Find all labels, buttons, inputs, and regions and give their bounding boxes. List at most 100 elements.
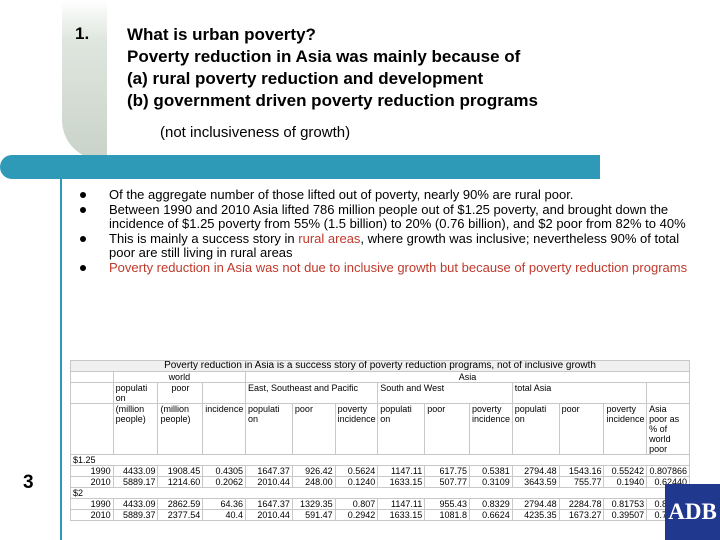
poverty-table: Poverty reduction in Asia is a success s… — [70, 360, 691, 521]
adb-logo: ADB — [665, 484, 720, 540]
bullet-list: Of the aggregate number of those lifted … — [75, 187, 695, 276]
table-cell: 0.6624 — [469, 509, 513, 521]
col-header: poor — [291, 403, 336, 455]
table-cell: 0.5381 — [469, 465, 513, 477]
table-cell: 1673.27 — [558, 509, 605, 521]
bullet-item: Of the aggregate number of those lifted … — [75, 187, 695, 203]
accent-vertical-line — [60, 178, 62, 540]
col-header: poor — [424, 403, 471, 455]
table-row: 2010 5889.37 2377.54 40.4 2010.44 591.47… — [70, 509, 690, 521]
table-cell: 617.75 — [424, 465, 471, 477]
subgroup-total: total Asia — [511, 382, 648, 404]
bullet-item: Poverty reduction in Asia was not due to… — [75, 259, 695, 276]
col-header: poverty incidence — [603, 403, 648, 455]
table-cell: 1147.11 — [377, 465, 426, 477]
table-cell: 1990 — [70, 465, 114, 477]
table-cell: 1214.60 — [157, 476, 204, 488]
table-cell: 0.8329 — [469, 498, 513, 510]
table-cell: 1990 — [70, 498, 114, 510]
col-header: poverty incidence — [469, 403, 513, 455]
col-header: incidence — [202, 403, 246, 455]
table-cell: 1647.37 — [244, 465, 293, 477]
heading-line: What is urban poverty? — [127, 25, 316, 44]
table-cell: 248.00 — [291, 476, 336, 488]
group-asia: Asia — [244, 371, 691, 383]
table-row: 1990 4433.09 2862.59 64.36 1647.37 1329.… — [70, 498, 690, 510]
table-cell: 1908.45 — [157, 465, 204, 477]
col-header: populati on — [377, 403, 426, 455]
subgroup-south: South and West — [377, 382, 513, 404]
table-cell: 2010 — [70, 509, 114, 521]
table-cell: 2284.78 — [558, 498, 605, 510]
table-cell: 1329.35 — [291, 498, 336, 510]
table-cell: 0.5624 — [334, 465, 379, 477]
table-cell: 507.77 — [424, 476, 471, 488]
table-cell: 0.2942 — [334, 509, 379, 521]
col-header: (million people) — [112, 403, 159, 455]
table-cell: 2010 — [70, 476, 114, 488]
table-title: Poverty reduction in Asia is a success s… — [70, 360, 690, 372]
page-number: 3 — [23, 472, 34, 493]
table-cell: 2010.44 — [244, 509, 293, 521]
table-cell: 2794.48 — [511, 465, 560, 477]
table-row: 1990 4433.09 1908.45 0.4305 1647.37 926.… — [70, 465, 690, 477]
bullet-text-pre: This is mainly a success story in — [109, 230, 299, 246]
table-cell: 1647.37 — [244, 498, 293, 510]
decorative-tab — [62, 0, 107, 160]
table-cell: 0.39507 — [603, 509, 648, 521]
table-cell: 1633.15 — [377, 509, 426, 521]
accent-bar — [0, 155, 600, 179]
table-cell: 64.36 — [202, 498, 246, 510]
row-group-label: $1.25 — [70, 454, 690, 466]
table-cell: 4235.35 — [511, 509, 560, 521]
bullet-text: Between 1990 and 2010 Asia lifted 786 mi… — [109, 201, 686, 231]
table-cell: 0.1240 — [334, 476, 379, 488]
table-cell: 591.47 — [291, 509, 336, 521]
col-header: poor — [157, 382, 204, 404]
bullet-text-post: , where growth was inclusive; neverthele… — [109, 230, 680, 260]
bullet-text: Of the aggregate number of those lifted … — [109, 187, 574, 202]
bullet-text-highlighted: Poverty reduction in Asia was not due to… — [109, 259, 688, 275]
table-cell: 2794.48 — [511, 498, 560, 510]
table-cell: 2377.54 — [157, 509, 204, 521]
subgroup-east: East, Southeast and Pacific — [244, 382, 379, 404]
col-header: populati on — [244, 403, 293, 455]
table-cell: 1543.16 — [558, 465, 605, 477]
col-header: populati on — [511, 403, 560, 455]
table-cell: 1081.8 — [424, 509, 471, 521]
table-cell: 0.1940 — [603, 476, 648, 488]
table-cell: 4433.09 — [112, 465, 159, 477]
table-row: 2010 5889.17 1214.60 0.2062 2010.44 248.… — [70, 476, 690, 488]
table-cell: 5889.17 — [112, 476, 159, 488]
col-header: poor — [558, 403, 605, 455]
table-cell: 755.77 — [558, 476, 605, 488]
bullet-item: Between 1990 and 2010 Asia lifted 786 mi… — [75, 201, 695, 232]
col-header: Asia poor as % of world poor — [646, 403, 690, 455]
table-cell: 926.42 — [291, 465, 336, 477]
heading-line: Poverty reduction in Asia was mainly bec… — [127, 47, 521, 66]
table-cell: 3643.59 — [511, 476, 560, 488]
slide-heading: What is urban poverty? Poverty reduction… — [127, 24, 538, 112]
table-cell: 2862.59 — [157, 498, 204, 510]
table-cell: 0.807866 — [646, 465, 690, 477]
group-world: world — [112, 371, 246, 383]
table-cell: 40.4 — [202, 509, 246, 521]
heading-line: (b) government driven poverty reduction … — [127, 91, 538, 110]
table-cell: 5889.37 — [112, 509, 159, 521]
table-cell: 2010.44 — [244, 476, 293, 488]
col-header: populati on — [112, 382, 159, 404]
slide-subtitle: (not inclusiveness of growth) — [160, 124, 351, 141]
bullet-highlight: rural areas — [298, 230, 361, 246]
item-number: 1. — [75, 24, 90, 43]
table-cell: 0.55242 — [603, 465, 648, 477]
table-cell: 0.81753 — [603, 498, 648, 510]
table-cell: 4433.09 — [112, 498, 159, 510]
table-cell: 0.4305 — [202, 465, 246, 477]
bullet-item: This is mainly a success story in rural … — [75, 230, 695, 261]
heading-line: (a) rural poverty reduction and developm… — [127, 69, 484, 88]
row-group-label: $2 — [70, 487, 690, 499]
table-cell: 0.2062 — [202, 476, 246, 488]
table-cell: 0.3109 — [469, 476, 513, 488]
col-header: (million people) — [157, 403, 204, 455]
table-cell: 1633.15 — [377, 476, 426, 488]
